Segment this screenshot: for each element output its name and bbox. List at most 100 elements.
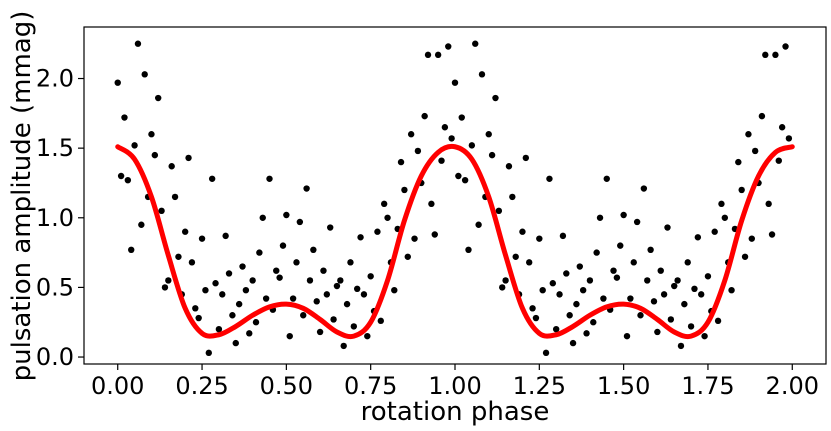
data-point [350,323,358,330]
data-point [161,284,169,291]
model-curve-layer [115,143,795,340]
data-point [175,253,182,260]
data-point [401,186,408,194]
data-point [522,154,530,162]
data-point [286,332,293,340]
data-point [617,242,624,249]
data-point [505,163,513,170]
data-point [630,259,637,266]
data-point [536,235,543,242]
x-tick-label: 1.25 [513,372,566,400]
data-point [273,267,280,274]
data-point [424,51,432,59]
data-point [748,235,755,242]
data-point [377,317,384,325]
data-point [694,234,702,241]
x-tick-label: 0.75 [344,372,397,400]
data-point [215,325,223,333]
data-point [229,312,236,319]
x-tick-label: 1.00 [428,372,481,400]
data-point [360,291,368,298]
data-point [499,284,506,291]
data-point [114,79,121,86]
data-point [704,273,712,280]
data-point [343,300,351,308]
data-point [671,282,678,290]
data-point [461,176,469,184]
data-point [124,176,132,184]
data-point [711,228,718,235]
data-point [239,263,246,270]
data-point [596,214,604,221]
data-point [188,259,196,266]
x-tick-label: 1.75 [681,372,734,400]
data-point [131,142,138,149]
data-point [128,246,135,254]
data-point [738,186,745,194]
data-point [623,332,631,340]
data-point [434,51,442,59]
data-point [650,298,658,305]
data-point [323,291,331,298]
data-point [714,317,722,325]
data-point [644,277,651,284]
y-axis-title: pulsation amplitude (mmag) [7,11,37,382]
data-point [745,131,752,138]
data-point [134,40,142,47]
data-point [205,349,212,357]
data-point [283,211,290,219]
data-point [293,259,300,266]
data-point [492,94,499,102]
data-point [778,124,786,131]
data-point [586,277,594,284]
data-point [441,124,449,131]
data-point [279,242,287,249]
data-point [262,295,270,302]
y-tick-label: 2.0 [36,65,74,93]
data-point [256,249,263,256]
data-point [667,316,675,323]
data-point [785,135,793,142]
data-point [353,285,361,292]
x-axis: 0.00 0.25 0.50 0.75 1.00 1.25 1.50 1.75 2.00 [91,364,819,400]
data-point [357,234,364,241]
model-curve [115,143,795,340]
data-point [603,175,610,182]
data-point [613,274,621,281]
x-tick-label: 0.50 [260,372,313,400]
data-point [657,267,664,274]
data-point [772,51,779,59]
data-point [512,253,519,260]
data-point [691,285,698,292]
data-point [654,328,661,336]
data-point [563,270,570,277]
data-point [664,224,671,231]
data-point [610,267,617,274]
data-point [222,232,229,240]
data-point [681,300,688,308]
data-point [519,228,526,235]
data-point [526,259,533,266]
data-point [208,175,216,182]
data-point [687,323,695,330]
data-point [532,314,540,322]
data-point [472,40,479,47]
data-point [384,214,391,221]
data-point [148,131,155,138]
data-point [249,277,256,284]
data-point [364,332,371,340]
data-point [475,221,482,228]
data-point [465,246,472,254]
y-tick-label: 0.0 [36,343,74,371]
data-point [195,314,202,322]
data-point [775,157,782,164]
y-tick-label: 1.0 [36,204,74,232]
data-point [751,147,759,155]
x-tick-label: 0.00 [91,372,144,400]
data-point [347,259,354,266]
data-point [620,211,627,219]
data-point [404,253,411,260]
y-tick-label: 0.5 [36,273,74,301]
data-point [735,158,742,166]
